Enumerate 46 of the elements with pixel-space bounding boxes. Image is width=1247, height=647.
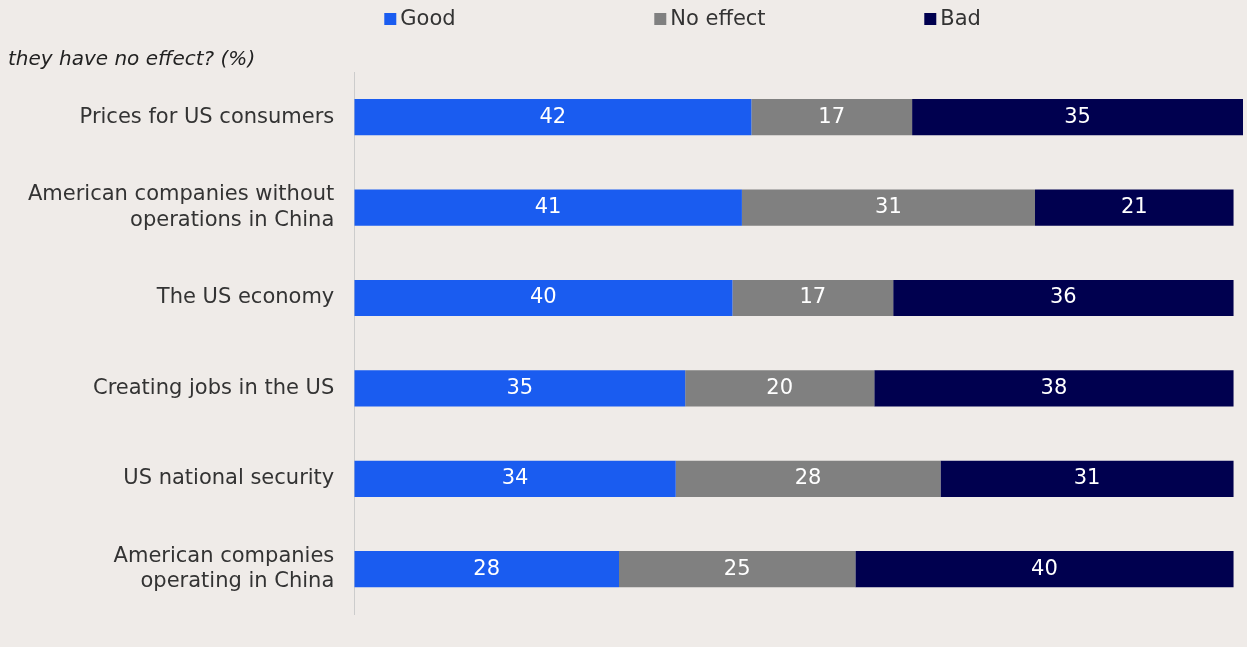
y-tick-label: The US economy — [155, 284, 335, 309]
data-label: 17 — [818, 103, 846, 128]
legend-label: Bad — [940, 6, 981, 31]
bar — [354, 551, 620, 588]
data-label: 42 — [539, 103, 567, 128]
bar — [751, 99, 913, 136]
data-label: 38 — [1040, 374, 1068, 399]
bar — [354, 370, 686, 407]
data-label: 20 — [766, 374, 794, 399]
bar — [732, 279, 894, 317]
data-label: 34 — [501, 465, 529, 490]
bar — [354, 189, 742, 226]
data-label: 35 — [506, 374, 534, 399]
data-label: 31 — [1073, 465, 1101, 490]
bar — [619, 551, 856, 588]
legend-label: No effect — [670, 6, 766, 31]
bar — [741, 189, 1035, 226]
y-tick-label: Prices for US consumers — [79, 103, 335, 128]
data-label: 41 — [534, 194, 562, 219]
bar — [354, 99, 752, 136]
bar — [940, 460, 1234, 497]
bar — [874, 370, 1234, 407]
y-tick-label: Creating jobs in the US — [92, 374, 335, 399]
y-tick-label: US national security — [123, 465, 335, 490]
data-label: 17 — [799, 284, 827, 309]
data-label: 28 — [473, 555, 501, 580]
bar — [354, 279, 733, 317]
bar — [893, 279, 1234, 317]
bar — [354, 460, 676, 497]
data-label: 35 — [1064, 103, 1091, 128]
data-label: 36 — [1050, 284, 1077, 309]
data-label: 25 — [723, 555, 751, 580]
data-label: 31 — [875, 194, 902, 219]
data-label: 28 — [794, 465, 822, 490]
bar — [912, 99, 1243, 136]
data-label: 21 — [1120, 194, 1148, 219]
y-tick-label: American companies operating in China — [113, 543, 335, 593]
bar — [675, 460, 941, 497]
data-label: 40 — [1031, 555, 1058, 580]
bar — [685, 370, 875, 407]
bar — [855, 551, 1234, 588]
legend-label: Good — [400, 6, 456, 31]
y-tick-label: American companies without operations in China — [27, 181, 335, 231]
bar — [1035, 189, 1234, 226]
data-label: 40 — [530, 284, 557, 309]
text: they have no effect? (%) — [8, 46, 256, 71]
